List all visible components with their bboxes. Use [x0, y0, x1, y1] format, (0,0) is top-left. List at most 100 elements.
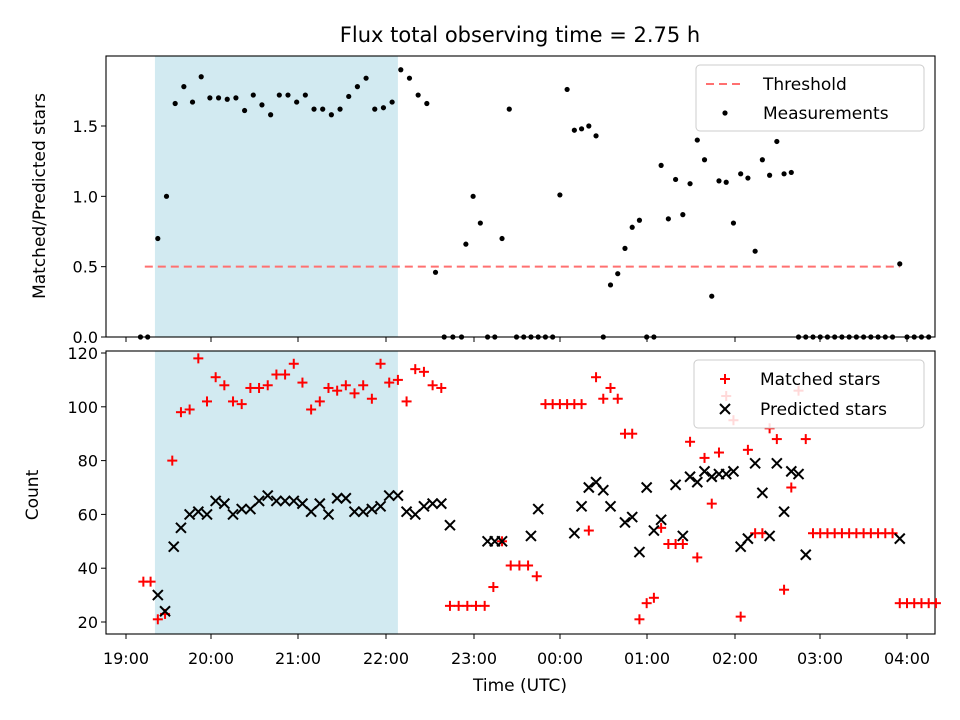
measurement-point [415, 92, 421, 98]
matched-star-marker [479, 600, 490, 611]
predicted-star-marker [296, 497, 309, 510]
matched-star-marker [340, 380, 351, 391]
matched-star-marker [641, 598, 652, 609]
predicted-star-marker [691, 476, 703, 488]
predicted-star-d2 [771, 457, 783, 469]
predicted-star-marker [597, 484, 609, 496]
bottom-legend: Matched stars Predicted stars [693, 359, 925, 429]
predicted-star-marker [322, 508, 335, 521]
measurement-point [839, 334, 845, 340]
matched-star-marker [742, 444, 753, 455]
measurement-point [268, 112, 274, 118]
x-tick-label: 04:00 [884, 649, 930, 668]
predicted-star-d2 [684, 471, 696, 483]
predicted-star-d2 [357, 506, 369, 518]
measurement-point [215, 95, 222, 101]
predicted-star-marker [392, 489, 404, 502]
matched-star-marker [145, 576, 156, 587]
measurement-point [593, 133, 599, 139]
matched-star-marker [627, 428, 638, 439]
predicted-star-d2 [532, 503, 544, 515]
legend-measurements-label: Measurements [763, 104, 889, 124]
predicted-star-marker [706, 471, 718, 483]
legend-predicted-label: Predicted stars [760, 400, 887, 420]
measurement-point [155, 235, 161, 242]
measurement-point [484, 334, 491, 340]
matched-star-marker [583, 525, 594, 536]
predicted-star-d2 [590, 476, 602, 488]
measurement-point [406, 75, 413, 81]
predicted-star-marker [496, 535, 508, 548]
y-tick-label: 120 [67, 344, 98, 363]
measurement-point [542, 334, 549, 340]
matched-star-marker [779, 584, 790, 595]
measurement-point [629, 224, 635, 230]
predicted-star-marker [340, 492, 352, 504]
predicted-star-marker [400, 506, 413, 518]
matched-star-marker [410, 364, 421, 375]
predicted-star-d2 [800, 549, 812, 561]
predicted-star-marker [383, 489, 395, 502]
predicted-star-d2 [648, 524, 660, 537]
measurement-point [233, 95, 239, 101]
predicted-star-marker [409, 508, 421, 521]
measurement-point [398, 67, 404, 73]
predicted-star-marker [792, 468, 805, 480]
measurement-point [752, 248, 758, 254]
predicted-star-d2 [691, 476, 703, 488]
measurement-point [506, 106, 512, 112]
predicted-star-marker [175, 522, 187, 534]
bottom-y-axis-label: Count [23, 469, 43, 520]
matched-star-marker [358, 380, 369, 391]
measurement-point [824, 334, 831, 340]
predicted-star-d2 [244, 503, 257, 515]
matched-star-marker [323, 382, 334, 393]
predicted-star-d2 [348, 506, 361, 518]
predicted-star-marker [669, 479, 682, 491]
matched-star-marker [297, 377, 308, 388]
predicted-star-marker [270, 495, 283, 507]
measurement-point [882, 334, 888, 340]
measurement-point [774, 138, 780, 145]
predicted-star-d2 [640, 481, 653, 494]
measurement-point [651, 334, 657, 340]
measurement-point [499, 235, 505, 242]
matched-star-marker [271, 369, 282, 380]
predicted-star-d2 [152, 589, 164, 601]
measurement-point [337, 106, 343, 112]
predicted-star-marker [583, 481, 595, 494]
measurement-point [817, 334, 823, 340]
predicted-star-d2 [727, 465, 740, 478]
matched-star-marker [444, 600, 455, 611]
measurement-point [694, 137, 700, 143]
matched-star-marker [152, 614, 163, 625]
measurement-point [680, 212, 686, 218]
predicted-star-d2 [619, 516, 631, 529]
measurement-point [716, 178, 722, 184]
measurement-point [636, 217, 643, 223]
measurement-point [709, 293, 715, 299]
predicted-star-d2 [288, 495, 300, 507]
predicted-star-d2 [279, 495, 291, 507]
x-tick-label: 01:00 [624, 649, 670, 668]
matched-star-marker [699, 452, 710, 463]
matched-star-marker [245, 382, 256, 393]
predicted-star-marker [152, 589, 164, 601]
measurement-point [513, 334, 520, 340]
measurement-point [207, 95, 213, 101]
x-tick-label: 19:00 [103, 649, 149, 668]
matched-star-marker [523, 560, 534, 571]
matched-star-marker [453, 600, 464, 611]
predicted-star-marker [684, 471, 696, 483]
matched-star-marker [598, 393, 609, 404]
x-tick-label: 21:00 [275, 649, 321, 668]
predicted-star-d2 [262, 489, 274, 502]
predicted-star-d2 [314, 497, 326, 510]
measurement-point [450, 334, 456, 340]
predicted-star-marker [648, 524, 660, 537]
predicted-star-marker [244, 503, 257, 515]
y-tick-label: 60 [78, 505, 98, 524]
matched-star-marker [531, 571, 542, 582]
matched-star-marker [167, 455, 178, 466]
matched-star-marker [648, 592, 659, 603]
